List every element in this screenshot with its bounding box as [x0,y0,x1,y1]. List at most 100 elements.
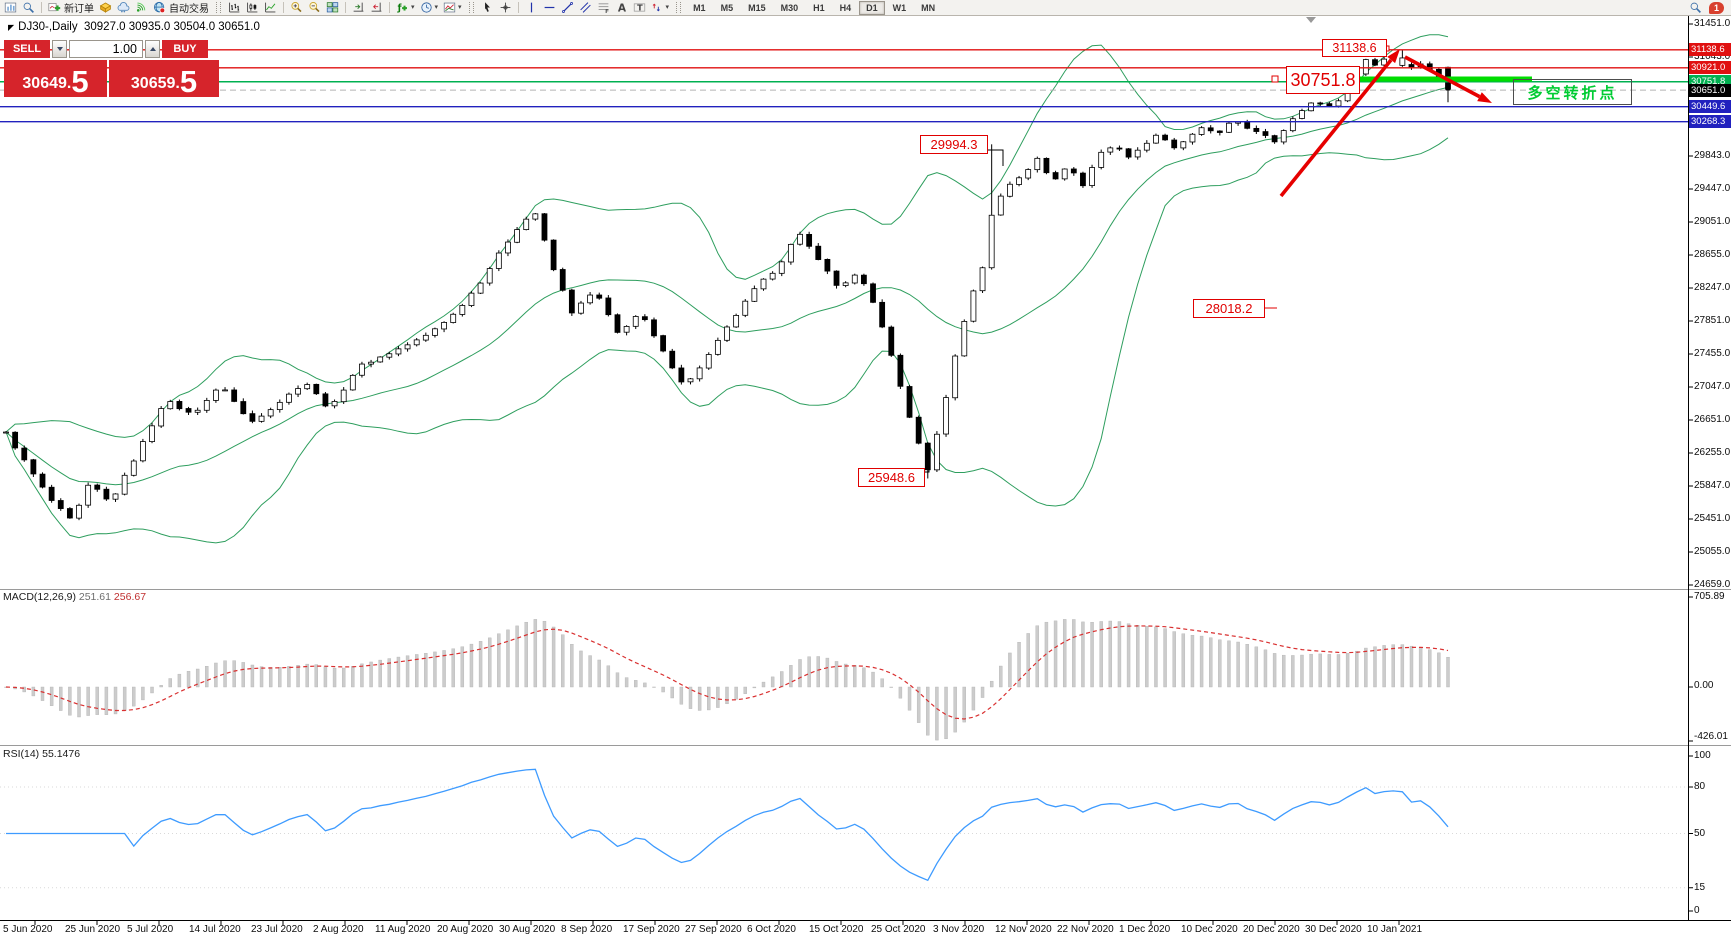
macd-signal-value: 256.67 [113,591,147,603]
one-click-trading-panel: SELL BUY 30649.5 30659.5 [4,40,219,97]
buy-price-dot: . [175,75,180,92]
trade-panel-price-row: 30649. 5 30659. 5 [4,60,219,97]
cursor-icon [481,1,494,14]
autotrading-button-label: 自动交易 [169,4,209,15]
horizontal-line-icon [543,1,556,14]
magnifier-icon [22,1,35,14]
templates-icon [443,1,456,14]
chart-window-button[interactable] [2,0,19,15]
label-button[interactable]: T [631,0,648,15]
timeframe-button-w1[interactable]: W1 [892,2,907,13]
chart-shift-button[interactable] [368,0,385,15]
analyst-drawings[interactable] [923,17,1532,473]
trendline-button[interactable] [559,0,576,15]
chart-shift-marker-icon [1306,17,1316,23]
svg-text:ƒ: ƒ [397,3,402,13]
buy-price-main: 30659 [130,75,176,92]
horizontal-line-button[interactable] [541,0,558,15]
bollinger-bands [5,34,1449,544]
volume-input[interactable] [69,40,143,58]
svg-text:T: T [637,2,643,12]
anchor-node [1271,75,1279,83]
autoscroll-button[interactable] [350,0,367,15]
candlestick-chart-button[interactable] [244,0,261,15]
chart-marker-icon: ◤ [8,23,15,32]
toolbar-drag-handle [468,2,474,13]
dropdown-caret-icon: ▾ [458,4,462,11]
autotrading-button[interactable]: 自动交易 [151,0,211,15]
package-button[interactable] [97,0,114,15]
toolbar: 新订单 自动交易 ƒ ▾ ▾ ▾ F A T ▾ M1 M5 M15 M30 H1 H4 D1 W1 MN 1 [0,0,1731,16]
timeframe-button-m30[interactable]: M30 [780,2,799,13]
macd-axis-max: 705.89 [1694,591,1725,602]
timeframe-button-mn[interactable]: MN [921,2,936,13]
toolbar-separator [345,2,346,13]
dropdown-caret-icon: ▾ [411,4,415,11]
magnifier-button[interactable] [20,0,37,15]
search-button[interactable] [1687,0,1704,15]
vertical-line-button[interactable] [523,0,540,15]
candles [3,49,1451,521]
channel-button[interactable] [577,0,594,15]
buy-price-big-digit: 5 [179,64,198,99]
periods-icon [420,1,433,14]
timeframe-button-h1[interactable]: H1 [813,2,825,13]
level-lines [0,49,1688,123]
chart-shift-icon [370,1,383,14]
caret-down-icon [56,47,63,51]
text-button[interactable]: A [613,0,630,15]
text-icon: A [615,1,628,14]
trade-panel-top-row: SELL BUY [4,40,219,58]
cursor-button[interactable] [479,0,496,15]
sell-button[interactable]: SELL [4,40,50,58]
toolbar-separator [41,2,42,13]
fibonacci-button[interactable]: F [595,0,612,15]
indicators-icon: ƒ [396,1,409,14]
thick-green-segment [1332,76,1532,82]
dropdown-caret-icon: ▾ [665,4,670,11]
signal-icon [135,1,148,14]
cloud-icon [117,1,130,14]
timeframe-button-h4[interactable]: H4 [839,2,852,13]
toolbar-separator [389,2,390,13]
buy-price[interactable]: 30659. 5 [109,60,219,97]
templates-button[interactable]: ▾ [441,0,464,15]
zoom-in-button[interactable] [288,0,305,15]
trend-note-textbox[interactable]: 多空转折点 [1513,79,1632,105]
buy-button[interactable]: BUY [162,40,208,58]
new-order-button[interactable]: 新订单 [46,0,96,15]
arrow-down-head-icon [1477,92,1492,103]
crosshair-icon [499,1,512,14]
timeframe-button-m15[interactable]: M15 [748,2,766,13]
macd-histogram [4,619,1450,741]
notification-badge[interactable]: 1 [1708,1,1724,14]
timeframe-button-m5[interactable]: M5 [720,2,734,13]
volume-increase-button[interactable] [145,40,160,58]
rsi-indicator-label: RSI(14) 55.1476 [3,748,80,760]
tile-windows-button[interactable] [324,0,341,15]
indicators-button[interactable]: ƒ ▾ [394,0,417,15]
crosshair-button[interactable] [497,0,514,15]
arrows-icon [651,1,664,14]
line-chart-button[interactable] [262,0,279,15]
arrow-up-head-icon [1387,49,1400,64]
macd-name: MACD(12,26,9) [3,591,76,603]
bar-chart-button[interactable] [226,0,243,15]
periods-button[interactable]: ▾ [418,0,441,15]
signal-button[interactable] [133,0,150,15]
channel-icon [579,1,592,14]
magnifier-icon [1689,1,1702,14]
arrows-button[interactable]: ▾ [649,0,672,15]
cloud-button[interactable] [115,0,132,15]
sell-price-big-digit: 5 [71,64,89,99]
zoom-out-button[interactable] [306,0,323,15]
timeframe-button-d1[interactable]: D1 [859,0,885,15]
timeframe-button-m1[interactable]: M1 [693,2,706,13]
volume-decrease-button[interactable] [52,40,67,58]
candlestick-chart-icon [246,1,259,14]
toolbar-drag-handle [676,2,682,13]
vertical-line-icon [525,1,538,14]
sell-price[interactable]: 30649. 5 [4,60,107,97]
